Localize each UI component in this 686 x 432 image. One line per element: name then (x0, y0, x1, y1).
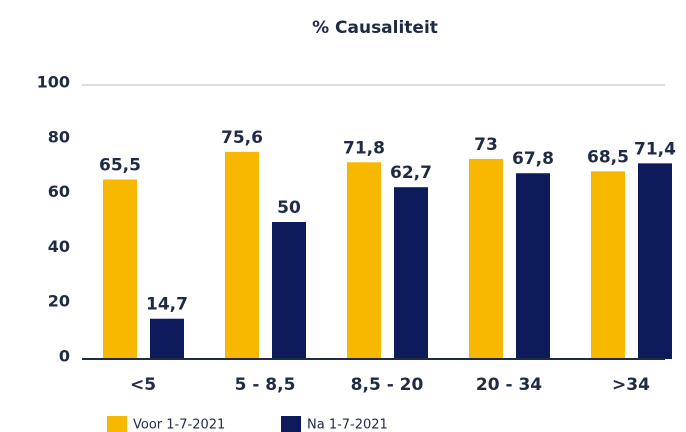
legend-label: Voor 1-7-2021 (133, 418, 225, 432)
value-label: 67,8 (512, 149, 554, 169)
value-label: 65,5 (99, 156, 141, 176)
value-label: 68,5 (587, 147, 629, 167)
x-tick-label: <5 (130, 375, 156, 395)
legend-swatch (107, 416, 127, 432)
bar (347, 162, 381, 359)
bar (394, 187, 428, 359)
x-tick-label: >34 (612, 375, 650, 395)
value-label: 75,6 (221, 128, 263, 148)
y-tick-label: 40 (48, 237, 70, 256)
value-label: 62,7 (390, 163, 432, 183)
y-tick-label: 60 (48, 182, 70, 201)
y-tick-label: 100 (37, 73, 70, 92)
x-tick-label: 5 - 8,5 (235, 375, 296, 395)
legend-swatch (281, 416, 301, 432)
value-label: 50 (277, 198, 301, 218)
y-tick-label: 80 (48, 127, 70, 146)
x-tick-label: 8,5 - 20 (351, 375, 424, 395)
y-tick-label: 0 (59, 347, 70, 366)
bar (272, 222, 306, 359)
value-label: 14,7 (146, 295, 188, 315)
value-label: 71,4 (634, 139, 676, 159)
x-tick-label: 20 - 34 (476, 375, 542, 395)
y-tick-label: 20 (48, 292, 70, 311)
value-label: 73 (474, 135, 498, 155)
bar (591, 171, 625, 359)
bar (469, 158, 503, 359)
legend-label: Na 1-7-2021 (307, 418, 388, 432)
bar (150, 318, 184, 359)
bar (225, 151, 259, 359)
bar (638, 163, 672, 359)
bar (516, 173, 550, 359)
bar (103, 179, 137, 359)
value-label: 71,8 (343, 138, 385, 158)
chart-title: % Causaliteit (312, 18, 438, 38)
